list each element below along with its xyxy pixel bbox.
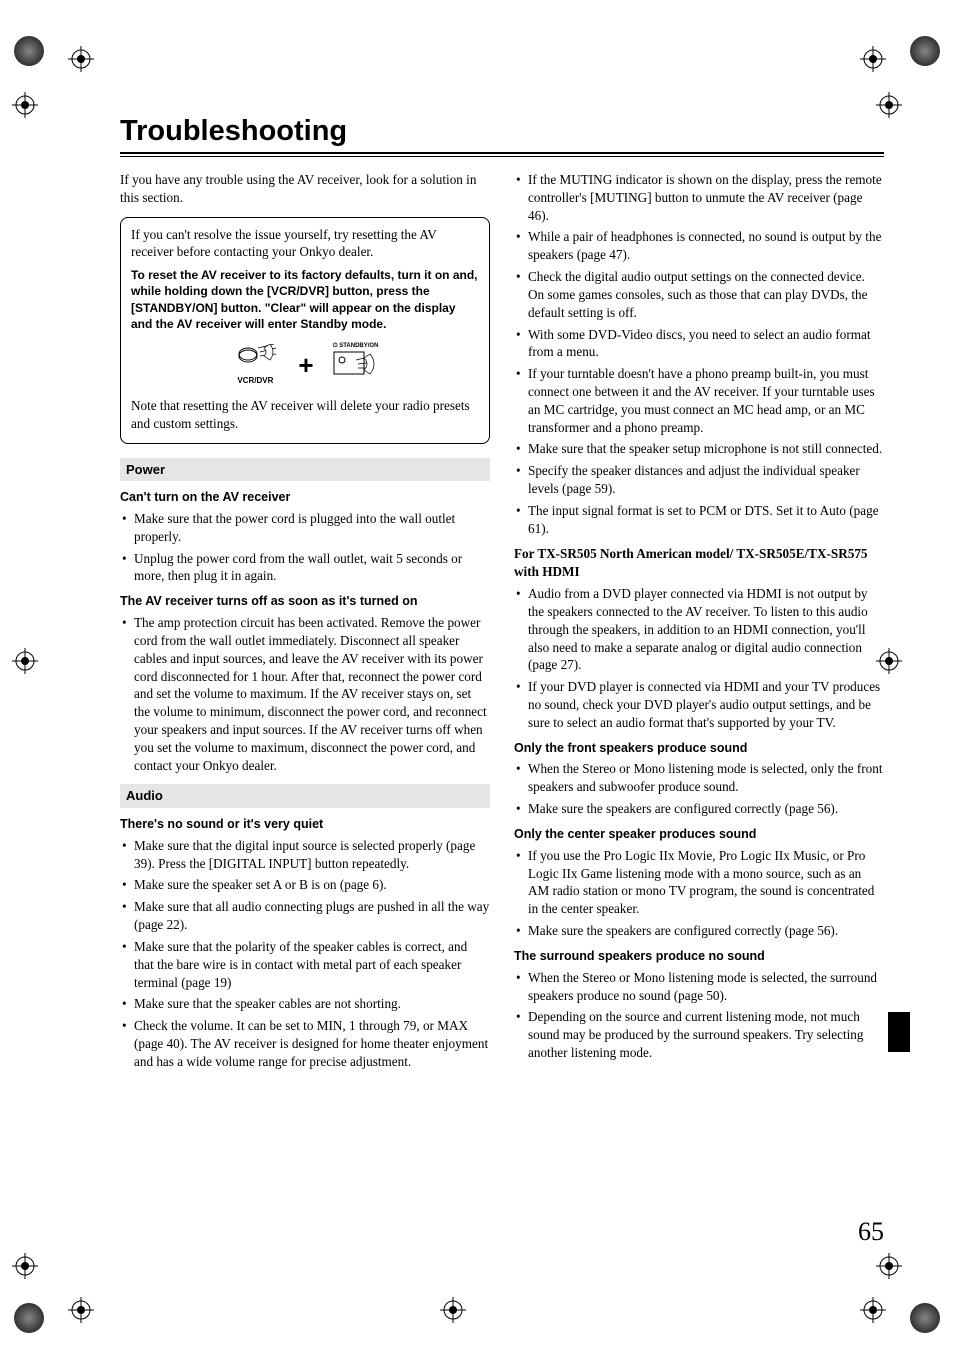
list-item: The input signal format is set to PCM or… <box>514 502 884 538</box>
reset-callout-box: If you can't resolve the issue yourself,… <box>120 217 490 444</box>
bullet-list: Audio from a DVD player connected via HD… <box>514 585 884 732</box>
registration-mark <box>860 1297 886 1323</box>
crop-corner-br <box>910 1303 940 1333</box>
bullet-list: If the MUTING indicator is shown on the … <box>514 171 884 537</box>
subheading: There's no sound or it's very quiet <box>120 816 490 833</box>
list-item: Make sure that the speaker cables are no… <box>120 995 490 1013</box>
reset-lead: If you can't resolve the issue yourself,… <box>131 226 479 262</box>
bullet-list: Make sure that the digital input source … <box>120 837 490 1071</box>
registration-mark <box>860 46 886 72</box>
registration-mark <box>876 1253 902 1279</box>
bullet-list: When the Stereo or Mono listening mode i… <box>514 969 884 1062</box>
bullet-list: If you use the Pro Logic IIx Movie, Pro … <box>514 847 884 940</box>
registration-mark <box>12 92 38 118</box>
crop-corner-tl <box>14 36 44 66</box>
list-item: Unplug the power cord from the wall outl… <box>120 550 490 586</box>
list-item: Audio from a DVD player connected via HD… <box>514 585 884 674</box>
registration-mark <box>68 1297 94 1323</box>
reset-instructions: To reset the AV receiver to its factory … <box>131 267 479 332</box>
section-heading-audio: Audio <box>120 784 490 808</box>
reset-note: Note that resetting the AV receiver will… <box>131 397 479 433</box>
standby-button-icon: ⏻ STANDBY/ON <box>332 342 380 389</box>
bullet-list: When the Stereo or Mono listening mode i… <box>514 760 884 817</box>
page-content: Troubleshooting If you have any trouble … <box>120 115 884 1241</box>
list-item: Make sure the speaker set A or B is on (… <box>120 876 490 894</box>
vcr-dvr-label: VCR/DVR <box>230 376 280 387</box>
crop-corner-bl <box>14 1303 44 1333</box>
body-columns: If you have any trouble using the AV rec… <box>120 171 884 1077</box>
list-item: Check the digital audio output settings … <box>514 268 884 321</box>
subheading: Can't turn on the AV receiver <box>120 489 490 506</box>
list-item: If the MUTING indicator is shown on the … <box>514 171 884 224</box>
subheading: The surround speakers produce no sound <box>514 948 884 965</box>
subheading: The AV receiver turns off as soon as it'… <box>120 593 490 610</box>
list-item: Check the volume. It can be set to MIN, … <box>120 1017 490 1070</box>
list-item: The amp protection circuit has been acti… <box>120 614 490 774</box>
title-rule <box>120 152 884 157</box>
subheading: Only the front speakers produce sound <box>514 740 884 757</box>
crop-corner-tr <box>910 36 940 66</box>
list-item: Make sure the speakers are configured co… <box>514 800 884 818</box>
list-item: Specify the speaker distances and adjust… <box>514 462 884 498</box>
list-item: While a pair of headphones is connected,… <box>514 228 884 264</box>
list-item: Make sure that the power cord is plugged… <box>120 510 490 546</box>
registration-mark <box>12 648 38 674</box>
section-tab <box>888 1012 910 1052</box>
list-item: Make sure that the digital input source … <box>120 837 490 873</box>
page-number: 65 <box>858 1217 884 1247</box>
page-title: Troubleshooting <box>120 115 884 152</box>
list-item: With some DVD-Video discs, you need to s… <box>514 326 884 362</box>
list-item: Make sure that all audio connecting plug… <box>120 898 490 934</box>
list-item: When the Stereo or Mono listening mode i… <box>514 969 884 1005</box>
standby-label: ⏻ STANDBY/ON <box>332 342 380 350</box>
intro-text: If you have any trouble using the AV rec… <box>120 171 490 207</box>
section-heading-power: Power <box>120 458 490 482</box>
list-item: If your turntable doesn't have a phono p… <box>514 365 884 436</box>
reset-diagram: VCR/DVR + ⏻ STANDBY/ON <box>131 342 479 389</box>
subheading-hdmi: For TX-SR505 North American model/ TX-SR… <box>514 545 884 581</box>
bullet-list: The amp protection circuit has been acti… <box>120 614 490 774</box>
list-item: If your DVD player is connected via HDMI… <box>514 678 884 731</box>
list-item: Depending on the source and current list… <box>514 1008 884 1061</box>
list-item: Make sure that the polarity of the speak… <box>120 938 490 991</box>
bullet-list: Make sure that the power cord is plugged… <box>120 510 490 585</box>
vcr-dvr-button-icon: VCR/DVR <box>230 344 280 388</box>
subheading: Only the center speaker produces sound <box>514 826 884 843</box>
list-item: Make sure the speakers are configured co… <box>514 922 884 940</box>
plus-icon: + <box>298 348 313 383</box>
list-item: Make sure that the speaker setup microph… <box>514 440 884 458</box>
registration-mark <box>68 46 94 72</box>
registration-mark <box>12 1253 38 1279</box>
registration-mark <box>440 1297 466 1323</box>
list-item: If you use the Pro Logic IIx Movie, Pro … <box>514 847 884 918</box>
list-item: When the Stereo or Mono listening mode i… <box>514 760 884 796</box>
